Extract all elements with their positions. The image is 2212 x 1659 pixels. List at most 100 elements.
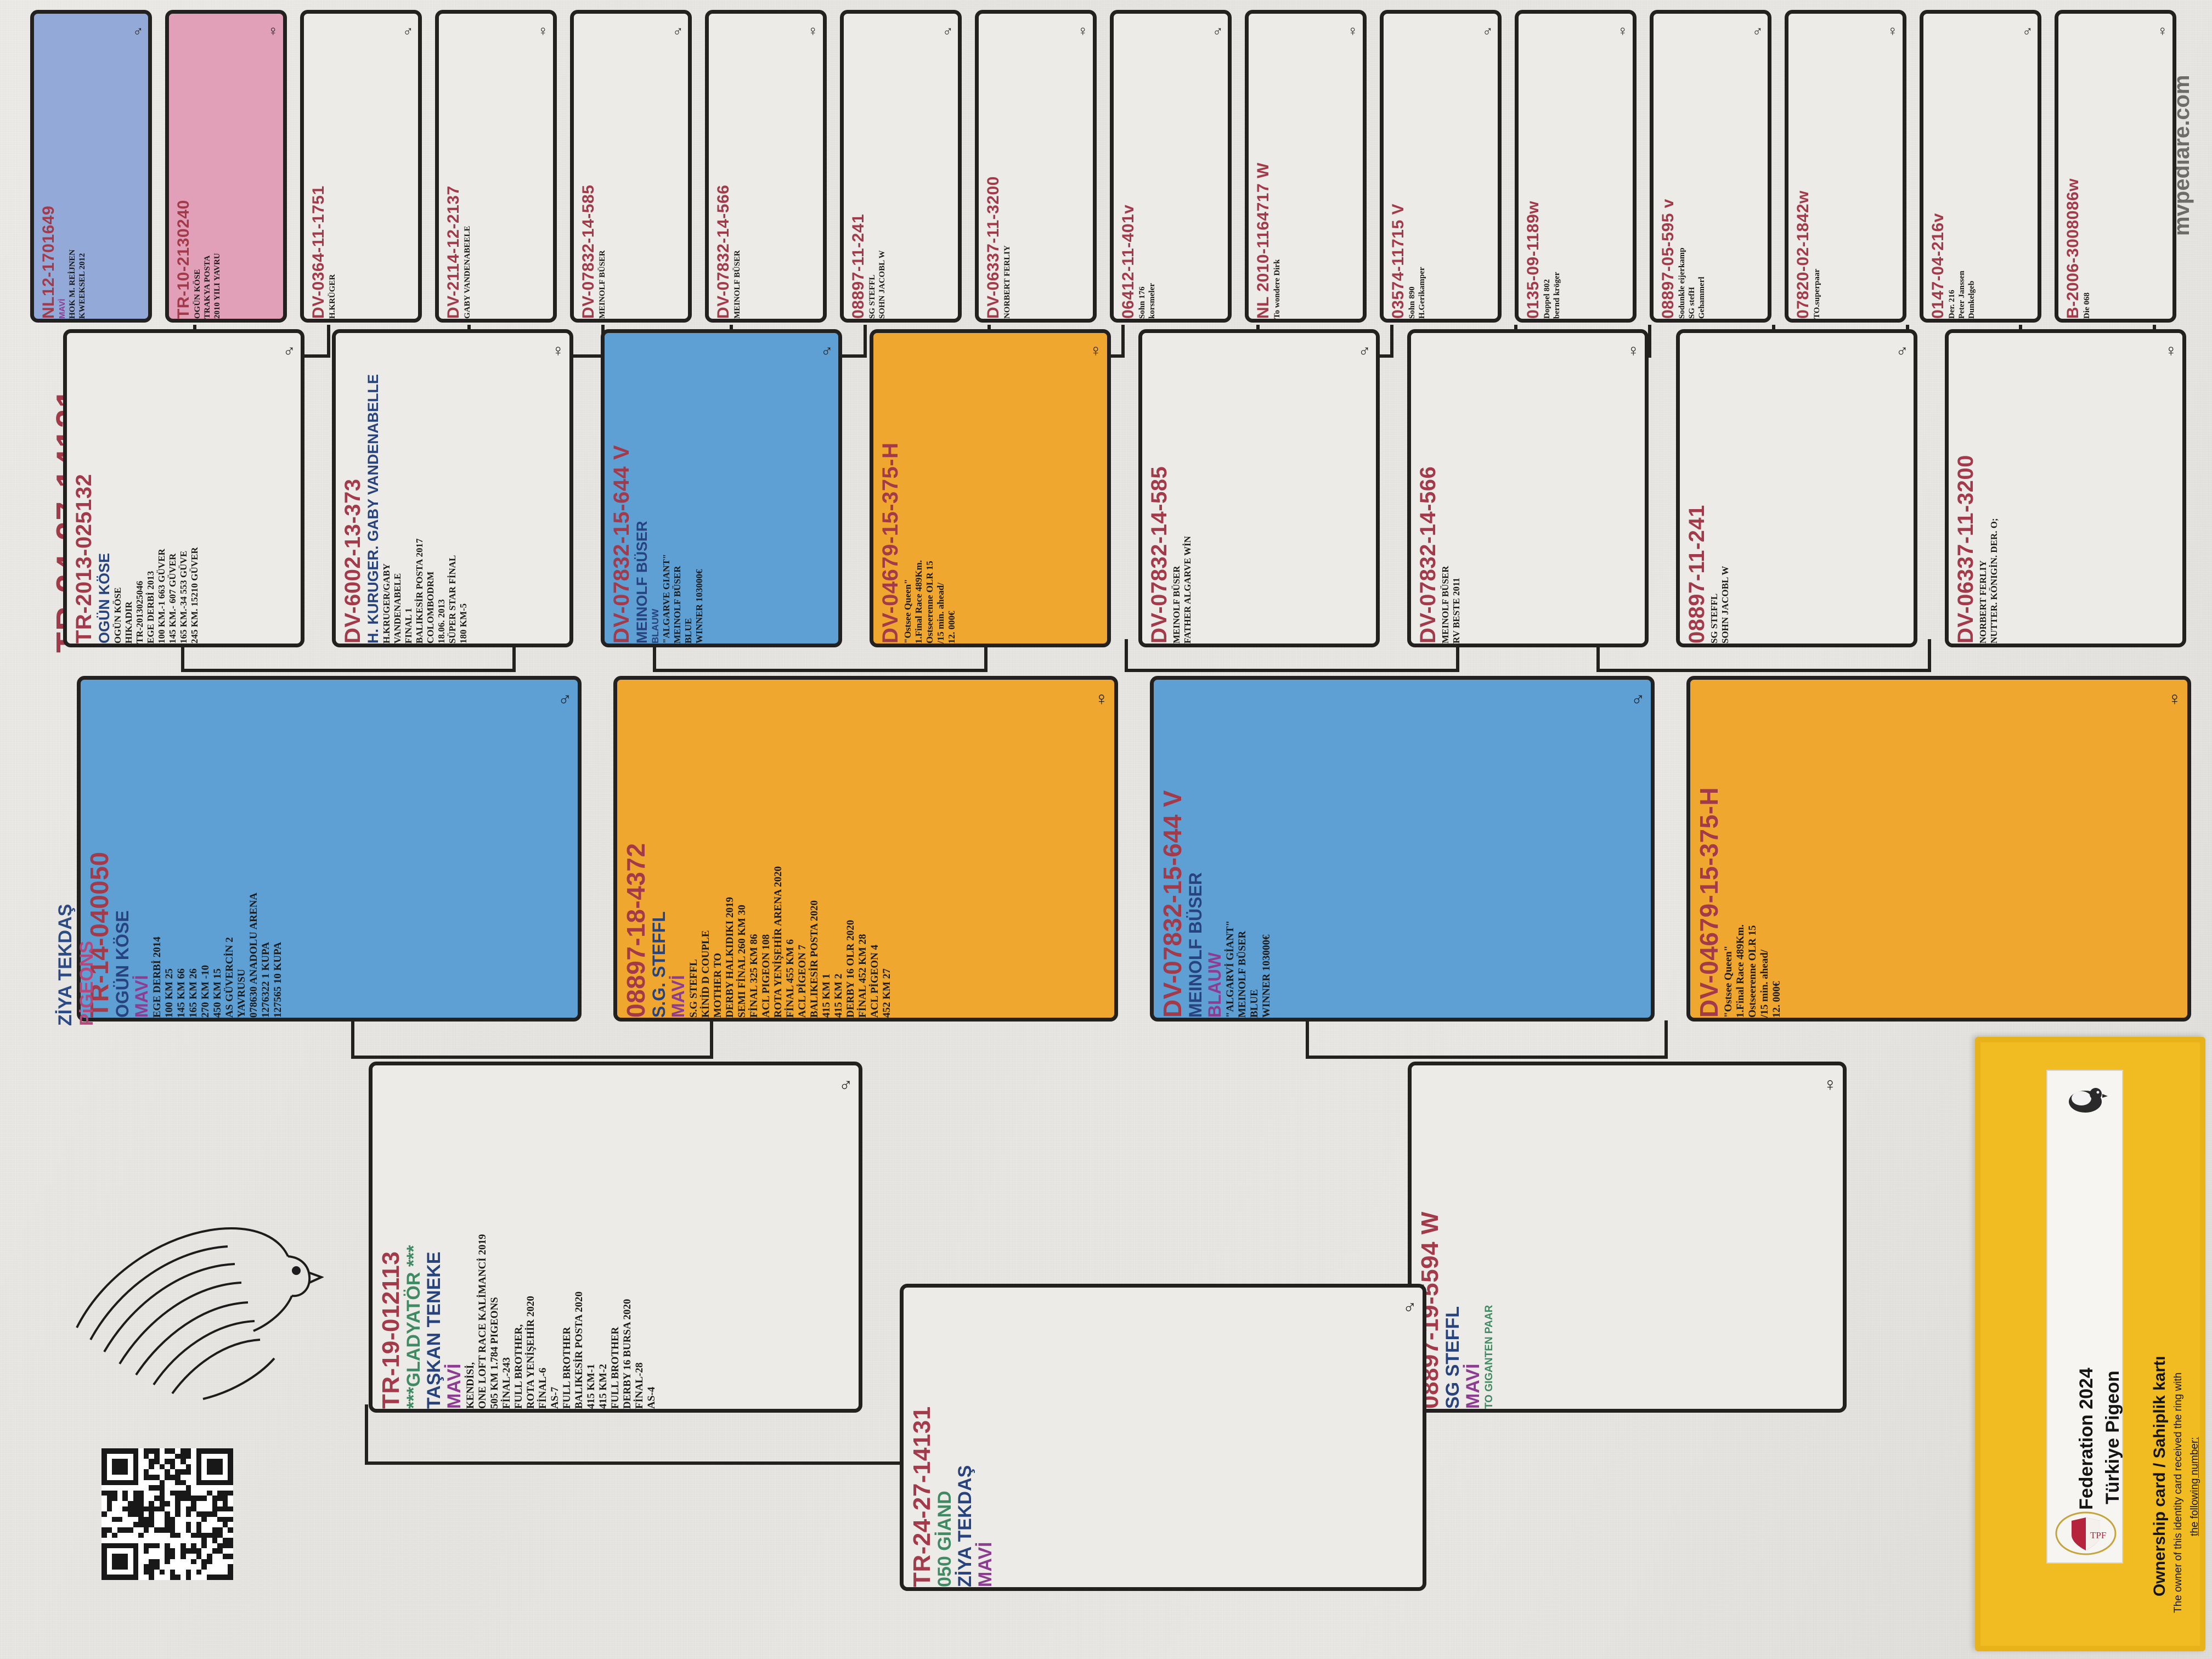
- pedigree-card-g4-1-detail-0: MAVİ: [58, 298, 67, 319]
- pedigree-card-g4-9-text: 06412-11-401v Sohn 176 korsmeler: [1114, 14, 1163, 319]
- pedigree-card-g4-5-text: DV-07832-14-585 MEINOLF BÜSER: [574, 14, 613, 319]
- federation-emblem-icon: TPF: [2055, 1511, 2117, 1555]
- pedigree-card-g3-3-detail-4: WINNER 103000€: [694, 569, 704, 644]
- pedigree-card-g2-2-detail-0: S.G STEFFL: [688, 959, 699, 1018]
- pedigree-card-g2-1-detail-0: EGE DERBİ 2014: [151, 936, 163, 1018]
- sex-symbol-female: ♀: [1627, 342, 1640, 360]
- loft-logo: ZİYA TEKDAŞ PiGEONS: [38, 904, 325, 1421]
- svg-text:TPF: TPF: [2090, 1530, 2106, 1541]
- pedigree-card-g3-5: ♂ DV-07832-14-585 MEINOLF BÜSER FATHER ALGA…: [1138, 329, 1380, 647]
- pedigree-card-g3-4-detail-4: 12. 000€: [946, 611, 957, 644]
- sex-symbol-male: ♂: [133, 22, 144, 39]
- pedigree-card-g2-3: ♂ DV-07832-15-644 V MEINOLF BÜSER BLAUW "ALG…: [1150, 676, 1655, 1022]
- pedigree-card-g4-9-ring: 06412-11-401v: [1119, 204, 1137, 319]
- pedigree-card-g1-1-owner: TAŞKAN TENEKE: [424, 1251, 444, 1409]
- pedigree-card-g4-4: ♀ DV-2114-12-2137 GABY VANDENABEELE: [435, 10, 557, 323]
- pedigree-card-g3-6-text: DV-07832-14-566 MEINOLF BÜSER RV BESTE 201…: [1411, 333, 1468, 644]
- pedigree-card-g3-3-detail-3: BLUE: [683, 618, 693, 644]
- sex-symbol-female: ♀: [2168, 689, 2182, 709]
- pedigree-card-g3-2-detail-4: COLOMBODRM: [425, 571, 436, 644]
- pedigree-card-g1-1-detail-0: KENDİSİ,: [465, 1362, 476, 1409]
- sex-symbol-female: ♀: [1077, 22, 1088, 39]
- ownership-card: Türkiye Pigeon Federation 2024 TPF Owner…: [1975, 1037, 2205, 1651]
- pedigree-card-g2-3-detail-2: BLUE: [1249, 989, 1260, 1018]
- pedigree-card-g4-13-detail-1: SG stefH: [1688, 287, 1696, 319]
- pedigree-card-g3-2-ring: DV-6002-13-373: [341, 478, 365, 644]
- pedigree-card-g2-3-detail-0: "ALGARVİ GİANT": [1224, 920, 1236, 1018]
- pedigree-card-g4-11: ♂ 03574-11715 V Sohn 890 H.Gerikamper: [1380, 10, 1502, 323]
- pedigree-card-g3-2-detail-7: 180 KM-5: [458, 603, 469, 644]
- loft-name-line1: ZİYA TEKDAŞ: [55, 904, 76, 1026]
- pedigree-card-g4-14-ring: 07820-02-1842w: [1794, 190, 1812, 319]
- pedigree-card-g2-4-ring: DV-04679-15-375-H: [1695, 787, 1723, 1018]
- pedigree-card-g4-16: ♀ B-2006-3008086w Die 068: [2055, 10, 2176, 323]
- pedigree-card-g4-9: ♂ 06412-11-401v Sohn 176 korsmeler: [1110, 10, 1232, 323]
- sex-symbol-female: ♀: [268, 22, 279, 39]
- pedigree-card-g2-2-detail-12: 415 KM 2: [833, 973, 844, 1018]
- pedigree-card-g3-1-detail-7: 245 KM. 15210 GÜVER: [189, 547, 200, 644]
- sex-symbol-female: ♀: [808, 22, 819, 39]
- pedigree-card-g2-4-detail-3: /15 min. ahead/: [1759, 949, 1770, 1018]
- pedigree-card-g4-8-ring: DV-06337-11-3200: [984, 176, 1002, 319]
- loft-name-line2: PiGEONS: [76, 941, 97, 1026]
- pedigree-card-g4-12-text: 0135-09-1189w Doppel 802 bernd kröger: [1519, 14, 1567, 319]
- pedigree-card-g4-5: ♂ DV-07832-14-585 MEINOLF BÜSER: [570, 10, 692, 323]
- pedigree-card-subject-owner: ZİYA TEKDAŞ: [955, 1465, 975, 1587]
- pedigree-card-g2-3-text: DV-07832-15-644 V MEINOLF BÜSER BLAUW "ALGA…: [1154, 680, 1278, 1018]
- pedigree-card-g3-4-text: DV-04679-15-375-H "Ostsee Queen" 1.Final R…: [873, 333, 963, 644]
- pedigree-card-g4-7-text: 08897-11-241 SG STEFFL SOHN JACOBL W: [844, 14, 893, 319]
- pedigree-card-g4-3: ♂ DV-0364-11-1751 H.KRÜGER: [300, 10, 422, 323]
- pedigree-card-g2-4-detail-0: "Ostsee Queen": [1723, 945, 1734, 1018]
- pedigree-card-g1-1-detail-1: ONE LOFT RACE KALİMANCİ 2019: [477, 1234, 488, 1409]
- pedigree-card-g3-1-detail-1: HIKADIR: [123, 601, 134, 644]
- federation-header-box: Türkiye Pigeon Federation 2024 TPF: [2046, 1070, 2123, 1564]
- pedigree-card-g2-1-detail-9: 1276322 1 KUPA: [260, 942, 272, 1018]
- federation-title-line1: Türkiye Pigeon: [2102, 1370, 2123, 1504]
- pigeon-wing-icon: [76, 1227, 325, 1400]
- pedigree-card-g3-5-detail-1: FATHER ALGARVE WİN: [1182, 536, 1193, 644]
- pedigree-card-g1-1-color: MAVİ: [444, 1363, 465, 1409]
- pedigree-card-g2-1-detail-8: 078630 ANADOLU ARENA: [248, 892, 259, 1018]
- pedigree-card-g2-2-detail-10: BALIKESİR POSTA 2020: [809, 900, 820, 1018]
- pedigree-card-g3-2-owner: H. KURUGER. GABY VANDENABELLE: [365, 374, 381, 644]
- pedigree-card-g4-14-detail-0: TO.superpaar: [1813, 269, 1821, 319]
- pedigree-card-g1-1-detail-8: FULL BROTHER: [561, 1327, 573, 1409]
- pedigree-card-g2-4-detail-4: 12. 000€: [1771, 981, 1782, 1018]
- pedigree-card-g4-16-text: B-2006-3008086w Die 068: [2058, 14, 2097, 319]
- pedigree-card-g3-1-detail-5: 145 KM.- 607 GÜVER: [167, 553, 178, 644]
- pedigree-card-g1-1-detail-7: AS-7: [549, 1386, 561, 1409]
- pedigree-card-g3-1-detail-4: 100 KM.-1 663 GÜVER: [156, 549, 167, 644]
- pedigree-card-g4-13-detail-2: Gehammerl: [1697, 276, 1706, 319]
- pedigree-card-g2-4-detail-1: 1.Final Race 489Km.: [1735, 924, 1746, 1018]
- pedigree-card-g3-7: ♂ 08897-11-241 SG STEFFL SOHN JACOBL W: [1676, 329, 1917, 647]
- pedigree-card-g3-8-detail-1: NUTTER. KÖNIGİN. DER. O;: [1989, 518, 1999, 644]
- sex-symbol-male: ♂: [2022, 22, 2033, 39]
- pedigree-card-g1-1-detail-10: 415 KM-1: [585, 1364, 597, 1409]
- sex-symbol-male: ♂: [1752, 22, 1763, 39]
- pedigree-card-g2-1-detail-10: 127565 10 KUPA: [272, 942, 284, 1018]
- pedigree-card-g3-3-owner: MEINOLF BÜSER: [634, 521, 650, 644]
- pedigree-card-g1-1-detail-4: FULL BROTHER,: [513, 1324, 524, 1409]
- pedigree-card-g2-4: ♀ DV-04679-15-375-H "Ostsee Queen" 1.Final …: [1686, 676, 2191, 1022]
- pedigree-card-g1-1-detail-2: 505 KM 1.784 PIGEONS: [489, 1297, 500, 1409]
- pedigree-card-g3-3-text: DV-07832-15-644 V MEINOLF BÜSER BLAUW "ALGA…: [605, 333, 710, 644]
- pedigree-card-g3-1: ♂ TR-2013-025132 OGÜN KÖSE OGÜN KÖSE HIKADIR…: [63, 329, 304, 647]
- pedigree-card-g3-2-detail-0: H.KRUGER/GABY: [381, 563, 392, 644]
- pedigree-card-g4-1-ring: NL12-1701649: [40, 205, 58, 319]
- pedigree-card-g3-1-detail-6: 165 KM.-34 553 GÜVE: [178, 550, 189, 644]
- pedigree-card-g3-8-detail-0: NORBERT FERLIY: [1978, 560, 1988, 644]
- qr-code[interactable]: [101, 1448, 233, 1580]
- pedigree-card-g2-1-text: TR-14-040050 OGÜN KÖSE MAVİ EGE DERBİ 2014 1…: [81, 680, 290, 1018]
- pedigree-card-subject-ring: TR-24-27-14131: [909, 1406, 935, 1587]
- pedigree-card-g4-15-detail-2: Dunkelgeb: [1967, 280, 1976, 319]
- pedigree-card-g3-1-detail-0: OGÜN KÖSE: [112, 587, 123, 644]
- pedigree-card-g4-4-detail-0: GABY VANDENABEELE: [463, 225, 472, 319]
- pedigree-card-g3-4-detail-3: /15 min. ahead/: [935, 583, 946, 644]
- pedigree-card-g4-11-ring: 03574-11715 V: [1389, 203, 1407, 319]
- pedigree-card-g2-3-detail-1: MEINOLF BÜSER: [1237, 930, 1248, 1018]
- pedigree-card-g3-3-ring: DV-07832-15-644 V: [610, 444, 634, 644]
- pedigree-card-g3-6-detail-1: RV BESTE 2011: [1451, 577, 1462, 644]
- sex-symbol-female: ♀: [538, 22, 549, 39]
- pedigree-card-g1-1-detail-9: BALIKESİR POSTA 2020: [573, 1291, 585, 1409]
- pedigree-card-g4-5-ring: DV-07832-14-585: [579, 184, 597, 319]
